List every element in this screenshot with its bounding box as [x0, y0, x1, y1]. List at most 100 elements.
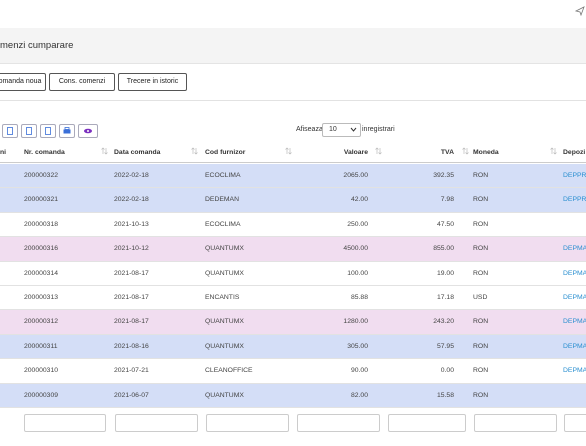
- column-header[interactable]: Cod furnizor: [205, 149, 246, 156]
- table-cell: 90.00: [350, 367, 368, 375]
- table-row: [0, 286, 586, 311]
- table-cell: 42.00: [350, 196, 368, 204]
- button[interactable]: omanda noua: [0, 73, 46, 91]
- table-row: [0, 383, 586, 408]
- table-cell: 250.00: [347, 220, 368, 228]
- table-row: [0, 310, 586, 335]
- table-cell: ENCANTIS: [205, 294, 240, 301]
- button[interactable]: Cons. comenzi: [49, 73, 115, 91]
- table-cell: 2022-02-18: [114, 172, 149, 179]
- table-cell: 19.00: [436, 269, 454, 277]
- column-header[interactable]: Nr. comanda: [24, 149, 65, 156]
- table-cell: 200000318: [24, 220, 59, 228]
- table-cell: 200000313: [24, 294, 59, 301]
- sort-icon: [101, 147, 108, 157]
- filter-input[interactable]: [388, 414, 466, 432]
- sort-icon: [285, 147, 292, 157]
- table-cell: RON: [473, 196, 489, 204]
- table-cell: 200000312: [24, 318, 59, 326]
- table-cell: QUANTUMX: [205, 342, 244, 350]
- cell-link[interactable]: DEPMA: [563, 245, 586, 253]
- cell-link[interactable]: DEPMA: [563, 269, 586, 277]
- length-label: Afiseaza: [296, 126, 323, 133]
- print-button[interactable]: [59, 124, 75, 138]
- table-cell: 2021-08-17: [114, 269, 149, 277]
- table-cell: 2021-07-21: [114, 367, 149, 375]
- column-header[interactable]: Moneda: [473, 149, 499, 156]
- cell-link[interactable]: DEPMA: [563, 318, 586, 326]
- table-cell: ECOCLIMA: [205, 220, 241, 228]
- separator: [0, 100, 586, 101]
- table-cell: RON: [473, 318, 489, 326]
- column-header[interactable]: ni: [0, 149, 7, 156]
- table-cell: ECOCLIMA: [205, 172, 241, 179]
- button[interactable]: Trecere in istoric: [118, 73, 187, 91]
- cell-link[interactable]: DEPMA: [563, 294, 586, 301]
- export-button[interactable]: [21, 124, 37, 138]
- filter-input[interactable]: [115, 414, 198, 432]
- table-cell: QUANTUMX: [205, 318, 244, 326]
- table-row: [0, 164, 586, 189]
- table-cell: 82.00: [350, 391, 368, 399]
- table-cell: 243.20: [433, 318, 454, 326]
- cell-link[interactable]: DEPPRI: [563, 196, 586, 204]
- table-row: [0, 334, 586, 360]
- table-cell: 200000311: [24, 342, 58, 350]
- filter-input[interactable]: [24, 414, 106, 432]
- table-cell: RON: [473, 367, 489, 375]
- table-cell: 200000310: [24, 367, 59, 375]
- table-cell: 7.98: [440, 196, 454, 204]
- export-button[interactable]: [2, 124, 18, 138]
- table-cell: CLEANOFFICE: [205, 367, 253, 375]
- filter-input[interactable]: [564, 414, 586, 432]
- filter-input[interactable]: [297, 414, 380, 432]
- table-cell: 57.95: [436, 342, 454, 350]
- table-cell: 200000322: [24, 172, 59, 179]
- cell-link[interactable]: DEPPRI: [563, 172, 586, 179]
- table-cell: 2021-08-16: [114, 342, 149, 350]
- table-cell: RON: [473, 269, 489, 277]
- table-row: [0, 237, 586, 262]
- table-cell: RON: [473, 342, 489, 350]
- view-button[interactable]: [78, 124, 98, 138]
- table-cell: 47.50: [436, 220, 454, 228]
- table-row: [0, 212, 586, 238]
- table-cell: 2021-08-17: [114, 294, 149, 301]
- cell-link[interactable]: DEPMA: [563, 342, 586, 350]
- table-cell: 100.00: [347, 269, 368, 277]
- table-cell: 2021-08-17: [114, 318, 149, 326]
- table-cell: 305.00: [347, 342, 368, 350]
- table-cell: 2021-10-13: [114, 220, 149, 228]
- table-cell: RON: [473, 220, 489, 228]
- sort-icon: [375, 147, 382, 157]
- table-cell: 0.00: [440, 367, 454, 375]
- table-cell: 200000309: [24, 391, 59, 399]
- column-header[interactable]: Valoare: [343, 149, 368, 156]
- column-header[interactable]: Data comanda: [114, 149, 161, 156]
- table-cell: 855.00: [433, 245, 454, 253]
- length-select[interactable]: 10: [322, 123, 361, 137]
- column-header[interactable]: Depozi: [563, 149, 586, 156]
- sort-icon: [462, 147, 469, 157]
- table-cell: 1280.00: [343, 318, 368, 326]
- table-cell: QUANTUMX: [205, 391, 244, 399]
- filter-input[interactable]: [474, 414, 557, 432]
- cell-link[interactable]: DEPMA: [563, 367, 586, 375]
- table-cell: QUANTUMX: [205, 245, 244, 253]
- table-cell: 392.35: [433, 172, 454, 179]
- sort-icon: [550, 147, 557, 157]
- length-value: 10: [329, 126, 337, 133]
- table-cell: USD: [473, 294, 488, 301]
- table-cell: 200000321: [24, 196, 59, 204]
- table-cell: DEDEMAN: [205, 196, 239, 204]
- send-icon[interactable]: [575, 6, 585, 16]
- table-cell: 4500.00: [343, 245, 368, 253]
- table-cell: RON: [473, 391, 489, 399]
- export-button[interactable]: [40, 124, 56, 138]
- filter-input[interactable]: [206, 414, 289, 432]
- table-row: [0, 359, 586, 384]
- table-row: [0, 261, 586, 286]
- column-header[interactable]: TVA: [440, 149, 454, 156]
